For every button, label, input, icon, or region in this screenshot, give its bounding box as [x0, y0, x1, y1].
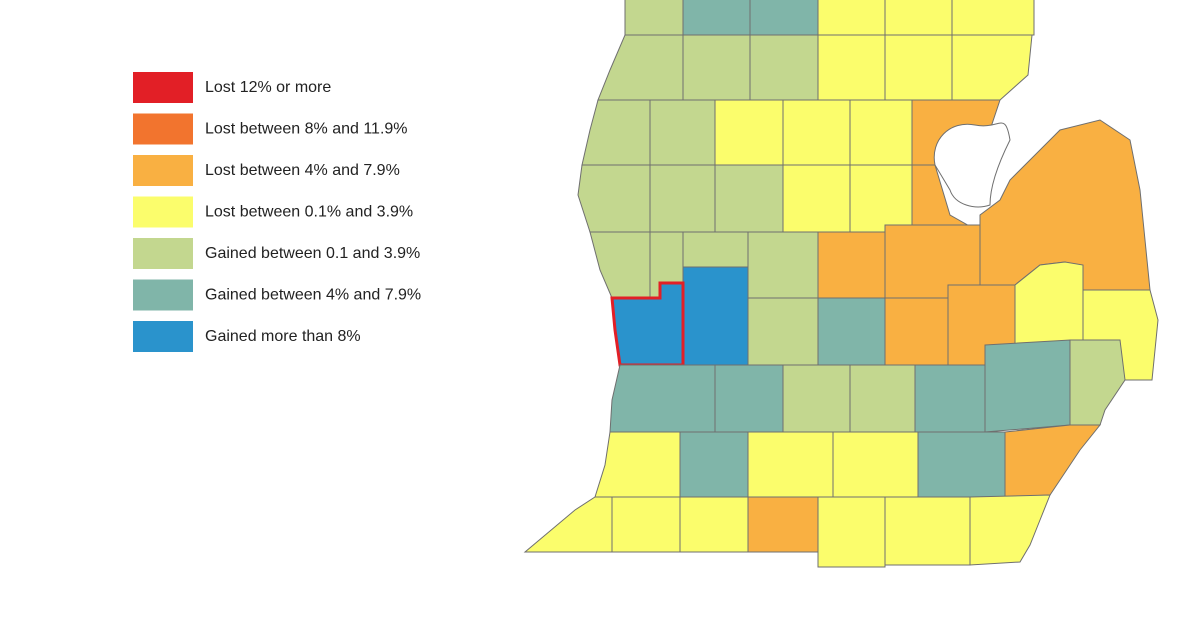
- legend-swatch: [133, 72, 193, 103]
- county: [610, 281, 685, 367]
- county: [782, 364, 851, 433]
- county: [1069, 339, 1126, 426]
- county: [884, 297, 949, 366]
- legend-label: Gained between 0.1 and 3.9%: [205, 245, 420, 262]
- legend-swatch: [133, 113, 193, 145]
- county: [951, 34, 1033, 101]
- county: [817, 496, 886, 568]
- county: [817, 34, 886, 101]
- county: [594, 431, 681, 498]
- county: [884, 34, 953, 101]
- county: [682, 34, 751, 101]
- county: [611, 496, 681, 553]
- county: [597, 34, 684, 101]
- county: [951, 0, 1035, 36]
- legend: Lost 12% or more Lost between 8% and 11.9…: [133, 72, 421, 352]
- county: [682, 0, 751, 36]
- legend-label: Lost between 4% and 7.9%: [205, 162, 400, 179]
- county: [589, 231, 651, 299]
- county: [911, 164, 982, 233]
- county: [849, 164, 913, 233]
- county: [609, 364, 716, 433]
- county: [747, 496, 819, 553]
- county: [649, 164, 716, 233]
- county: [749, 0, 819, 36]
- county: [849, 99, 913, 166]
- legend-swatch: [133, 279, 193, 311]
- legend-swatch: [133, 238, 193, 269]
- county: [577, 164, 651, 233]
- county: [714, 164, 784, 233]
- county: [1004, 424, 1102, 498]
- legend-label: Lost 12% or more: [205, 79, 331, 96]
- county: [523, 496, 613, 553]
- county: [782, 164, 851, 233]
- county: [747, 231, 819, 299]
- legend-swatch: [133, 155, 193, 186]
- legend-label: Gained between 4% and 7.9%: [205, 287, 421, 304]
- county: [747, 297, 819, 366]
- county: [817, 297, 886, 366]
- county: [747, 431, 834, 498]
- county: [649, 99, 716, 166]
- county: [969, 494, 1051, 566]
- county: [849, 364, 916, 433]
- legend-swatch: [133, 196, 193, 228]
- county: [714, 364, 784, 433]
- county: [917, 431, 1006, 498]
- legend-swatch: [133, 321, 193, 352]
- county: [714, 99, 784, 166]
- county: [832, 431, 919, 498]
- county: [884, 496, 971, 566]
- legend-label: Gained more than 8%: [205, 328, 361, 345]
- county: [749, 34, 819, 101]
- county: [682, 266, 749, 366]
- county: [817, 0, 886, 36]
- county: [679, 496, 749, 553]
- county: [884, 0, 953, 36]
- county: [624, 0, 684, 36]
- county: [782, 99, 851, 166]
- county: [984, 339, 1071, 433]
- county: [682, 231, 749, 268]
- county: [581, 99, 651, 166]
- county: [817, 231, 886, 299]
- legend-label: Lost between 0.1% and 3.9%: [205, 204, 413, 221]
- county: [679, 431, 749, 498]
- county: [914, 364, 986, 433]
- legend-label: Lost between 8% and 11.9%: [205, 121, 408, 138]
